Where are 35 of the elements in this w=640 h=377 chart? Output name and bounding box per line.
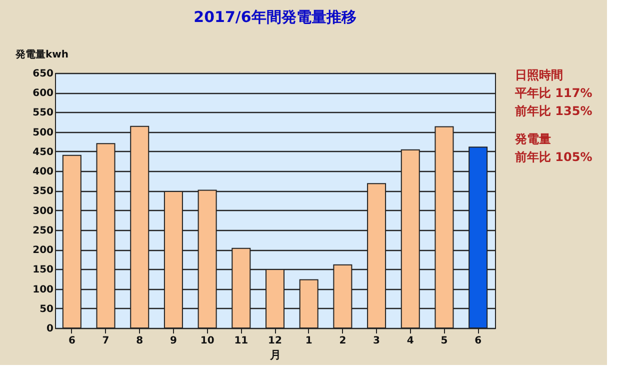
y-tick-label: 400: [32, 166, 54, 178]
y-axis-title: 発電量kwh: [14, 48, 69, 60]
x-tick-label: 2: [339, 336, 346, 346]
x-tick-label: 11: [234, 336, 248, 346]
y-tick-label: 100: [32, 284, 54, 296]
x-tick-label: 1: [305, 336, 312, 346]
x-tick-label: 12: [268, 336, 282, 346]
y-tick-label: 250: [32, 225, 54, 236]
y-tick-label: 150: [32, 264, 54, 276]
x-tick-label: 8: [136, 336, 144, 346]
chart-title: 2017/6年間発電量推移: [194, 8, 356, 26]
x-axis-title: 月: [269, 348, 281, 362]
y-tick-label: 650: [32, 68, 54, 80]
y-tick-label: 350: [32, 186, 54, 198]
text: 前年比 105%: [514, 150, 592, 164]
y-tick-label: 500: [32, 127, 54, 138]
x-tick-label: 10: [200, 336, 214, 346]
text: 平年比 117%: [514, 86, 592, 100]
y-tick-label: 300: [32, 206, 54, 217]
x-tick-label: 6: [474, 336, 482, 346]
x-tick-label: 5: [440, 336, 448, 346]
y-tick-label: 50: [40, 304, 54, 315]
y-tick-label: 600: [32, 88, 54, 100]
x-tick-label: 7: [102, 336, 110, 346]
y-tick-label: 550: [32, 108, 54, 119]
x-tick-label: 4: [406, 336, 414, 346]
text: 発電量: [514, 132, 551, 146]
y-tick-label: 200: [32, 245, 54, 256]
x-tick-label: 9: [170, 336, 177, 346]
x-tick-label: 6: [68, 336, 76, 346]
x-tick-label: 3: [373, 336, 380, 346]
y-tick-label: 450: [32, 146, 54, 158]
text: 日照時間: [515, 68, 563, 82]
text: 前年比 135%: [514, 104, 592, 118]
y-tick-label: 0: [46, 324, 54, 334]
